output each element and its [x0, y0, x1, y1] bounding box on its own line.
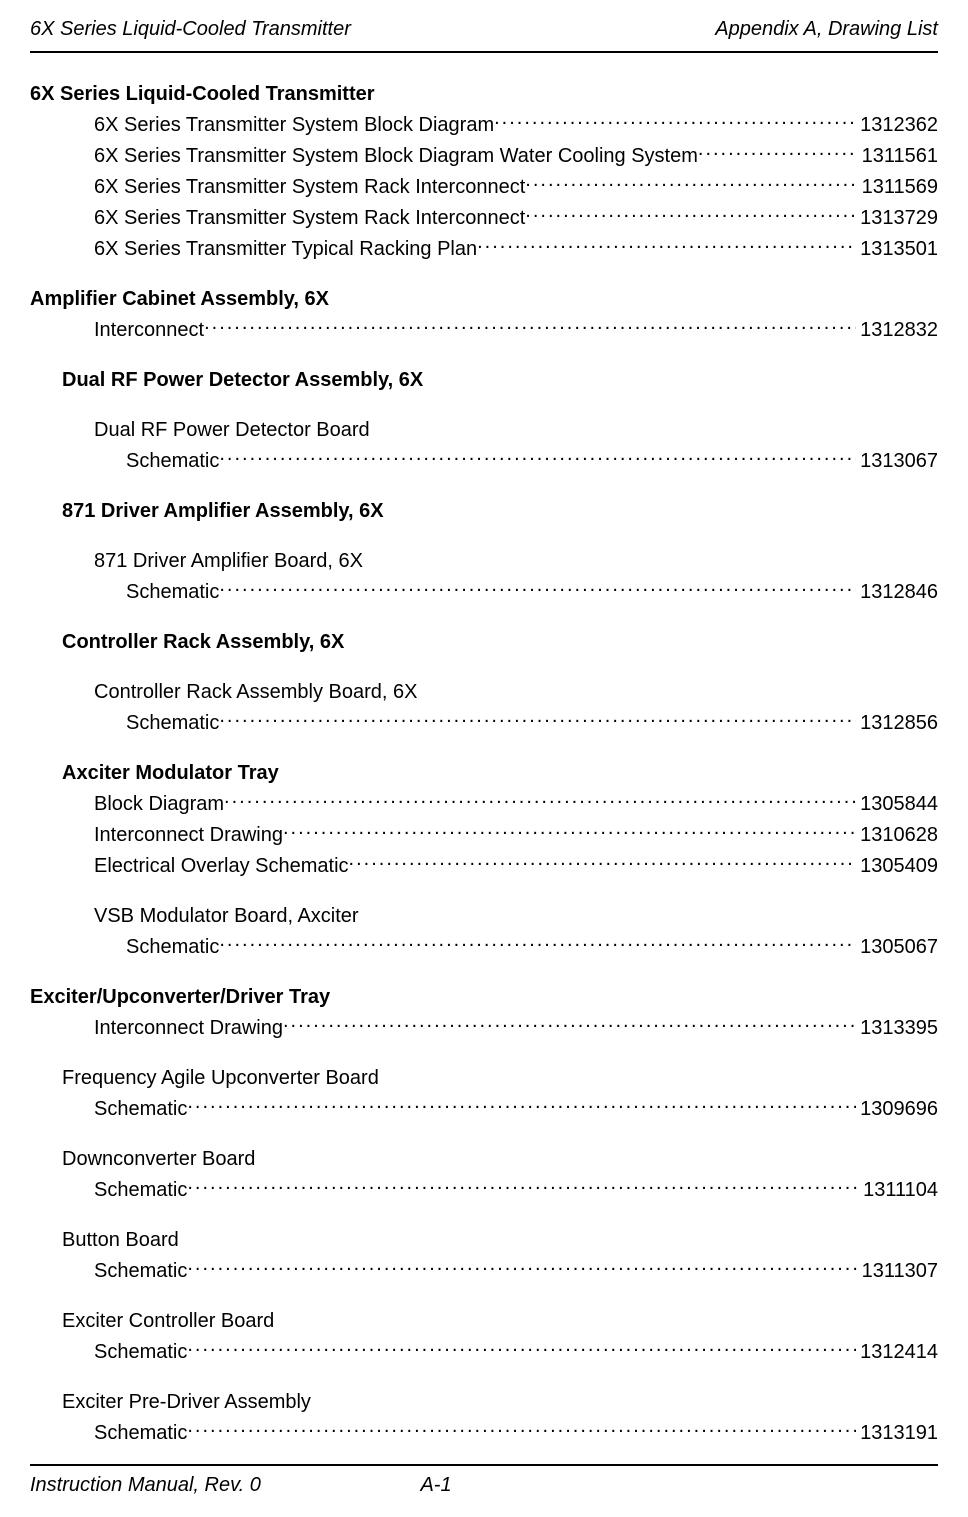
toc-dots	[219, 705, 856, 729]
toc-dots	[219, 929, 856, 953]
toc-label: Schematic	[126, 448, 219, 474]
toc-dots	[283, 1010, 856, 1034]
toc-label: Schematic	[94, 1339, 187, 1365]
subsection-title-3: Dual RF Power Detector Assembly, 6X	[62, 367, 938, 393]
toc-entry: 6X Series Transmitter System Block Diagr…	[94, 107, 938, 138]
toc-dots	[283, 817, 856, 841]
toc-dots	[187, 1091, 856, 1115]
toc-dots	[204, 312, 856, 336]
toc-number: 1312832	[856, 317, 938, 343]
toc-label: 6X Series Transmitter Typical Racking Pl…	[94, 236, 477, 262]
page-footer: Instruction Manual, Rev. 0 A-1	[30, 1464, 938, 1497]
toc-number: 1309696	[856, 1096, 938, 1122]
footer-left: Instruction Manual, Rev. 0	[30, 1474, 420, 1497]
toc-label: Schematic	[126, 934, 219, 960]
toc-label: Electrical Overlay Schematic	[94, 853, 349, 879]
sub-heading: Exciter Pre-Driver Assembly	[62, 1389, 938, 1415]
header-left: 6X Series Liquid-Cooled Transmitter	[30, 18, 351, 41]
sub-heading: Controller Rack Assembly Board, 6X	[94, 679, 938, 705]
toc-label: Interconnect Drawing	[94, 822, 283, 848]
toc-number: 1311307	[858, 1258, 938, 1284]
toc-label: Schematic	[126, 579, 219, 605]
toc-label: 6X Series Transmitter System Rack Interc…	[94, 205, 525, 231]
toc-number: 1305844	[856, 791, 938, 817]
toc-entry: Interconnect Drawing 1313395	[94, 1010, 938, 1041]
toc-dots	[224, 786, 856, 810]
toc-label: 6X Series Transmitter System Block Diagr…	[94, 143, 698, 169]
toc-entry: Schematic 1311104	[94, 1172, 938, 1203]
toc-entry: 6X Series Transmitter System Block Diagr…	[94, 138, 938, 169]
toc-entry: Schematic 1309696	[94, 1091, 938, 1122]
toc-dots	[219, 443, 856, 467]
page-header: 6X Series Liquid-Cooled Transmitter Appe…	[30, 18, 938, 53]
toc-number: 1312856	[856, 710, 938, 736]
toc-dots	[219, 574, 856, 598]
toc-label: Interconnect Drawing	[94, 1015, 283, 1041]
toc-label: Interconnect	[94, 317, 204, 343]
toc-number: 1312414	[856, 1339, 938, 1365]
toc-label: 6X Series Transmitter System Rack Interc…	[94, 174, 525, 200]
toc-number: 1310628	[856, 822, 938, 848]
toc-dots	[187, 1415, 856, 1439]
toc-number: 1312846	[856, 579, 938, 605]
toc-entry: Schematic 1312856	[126, 705, 938, 736]
toc-entry: Interconnect 1312832	[94, 312, 938, 343]
subsection-title-6: Axciter Modulator Tray	[62, 760, 938, 786]
toc-number: 1312362	[856, 112, 938, 138]
sub-heading: Exciter Controller Board	[62, 1308, 938, 1334]
toc-number: 1305067	[856, 934, 938, 960]
toc-label: Schematic	[126, 710, 219, 736]
sub-heading: Button Board	[62, 1227, 938, 1253]
toc-dots	[525, 169, 857, 193]
header-right: Appendix A, Drawing List	[715, 18, 938, 41]
toc-dots	[477, 231, 856, 255]
toc-entry: Schematic 1311307	[94, 1253, 938, 1284]
toc-number: 1305409	[856, 853, 938, 879]
toc-entry: Schematic 1313067	[126, 443, 938, 474]
toc-number: 1313191	[856, 1420, 938, 1446]
toc-entry: Block Diagram 1305844	[94, 786, 938, 817]
toc-number: 1313729	[856, 205, 938, 231]
toc-dots	[349, 848, 857, 872]
toc-entry: Interconnect Drawing 1310628	[94, 817, 938, 848]
toc-label: Block Diagram	[94, 791, 224, 817]
toc-dots	[525, 200, 856, 224]
section-title-1: 6X Series Liquid-Cooled Transmitter	[30, 81, 938, 107]
section-title-7: Exciter/Upconverter/Driver Tray	[30, 984, 938, 1010]
sub-heading: Frequency Agile Upconverter Board	[62, 1065, 938, 1091]
footer-page-number: A-1	[420, 1474, 938, 1497]
subsection-title-4: 871 Driver Amplifier Assembly, 6X	[62, 498, 938, 524]
toc-entry: Schematic 1312414	[94, 1334, 938, 1365]
toc-label: Schematic	[94, 1258, 187, 1284]
toc-entry: 6X Series Transmitter Typical Racking Pl…	[94, 231, 938, 262]
toc-entry: 6X Series Transmitter System Rack Interc…	[94, 200, 938, 231]
toc-number: 1313395	[856, 1015, 938, 1041]
toc-number: 1311104	[859, 1177, 938, 1203]
toc-number: 1311569	[858, 174, 938, 200]
toc-dots	[494, 107, 856, 131]
toc-dots	[187, 1253, 857, 1277]
toc-entry: Schematic 1312846	[126, 574, 938, 605]
sub-heading: Dual RF Power Detector Board	[94, 417, 938, 443]
subsection-title-5: Controller Rack Assembly, 6X	[62, 629, 938, 655]
toc-label: Schematic	[94, 1177, 187, 1203]
toc-entry: Schematic 1305067	[126, 929, 938, 960]
toc-number: 1313067	[856, 448, 938, 474]
toc-entry: 6X Series Transmitter System Rack Interc…	[94, 169, 938, 200]
section-title-2: Amplifier Cabinet Assembly, 6X	[30, 286, 938, 312]
toc-label: 6X Series Transmitter System Block Diagr…	[94, 112, 494, 138]
sub-heading: VSB Modulator Board, Axciter	[94, 903, 938, 929]
toc-entry: Electrical Overlay Schematic 1305409	[94, 848, 938, 879]
toc-entry: Schematic 1313191	[94, 1415, 938, 1446]
toc-number: 1313501	[856, 236, 938, 262]
sub-heading: Downconverter Board	[62, 1146, 938, 1172]
toc-label: Schematic	[94, 1096, 187, 1122]
toc-dots	[698, 138, 858, 162]
toc-number: 1311561	[858, 143, 938, 169]
toc-dots	[187, 1172, 859, 1196]
sub-heading: 871 Driver Amplifier Board, 6X	[94, 548, 938, 574]
page-content: 6X Series Liquid-Cooled Transmitter 6X S…	[30, 81, 938, 1464]
toc-dots	[187, 1334, 856, 1358]
toc-label: Schematic	[94, 1420, 187, 1446]
